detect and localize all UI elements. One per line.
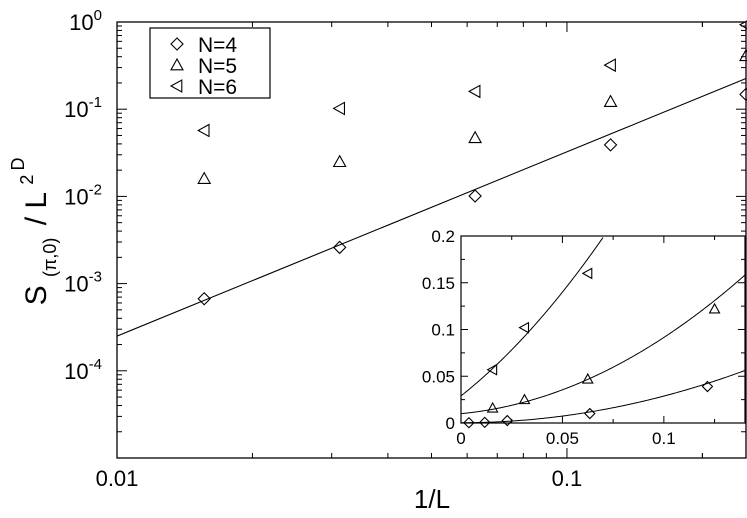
data-point-n5 [468,130,483,144]
main-x-ticks: 0.01 0.1 [96,22,703,491]
y-tick-label-base: 10 [69,10,93,35]
inset-y-tick-label: 0.2 [431,227,455,246]
y-axis-label-tail: / L [20,193,53,226]
inset-fit-curve-n4 [461,370,746,424]
legend-marker [169,79,183,93]
x-tick-label: 0.1 [552,466,583,491]
legend-label: N=5 [198,55,237,78]
data-point-n6 [332,101,346,116]
data-point-n4 [197,291,211,306]
inset-data-point-n4 [478,416,491,429]
y-tick-label: 10-2 [64,181,102,209]
y-tick-label-exp: -3 [89,269,102,286]
y-axis-label: S (π,0) / L 2 [17,175,63,306]
y-tick-label-exp: -2 [89,181,102,198]
y-tick-label-base: 10 [64,184,88,209]
inset-data-point-n4 [701,380,714,393]
y-axis-label-main: S [20,285,53,305]
data-point-n5 [603,94,618,108]
y-tick-label-exp: -4 [89,356,102,373]
inset-data-point-n4 [501,414,514,427]
y-tick-label-exp: 0 [94,7,102,24]
inset-data-point-n4 [463,416,475,429]
inset-x-tick-label: 0 [456,429,465,448]
y-tick-label: 10-3 [64,269,102,297]
inset-data-point-n6 [486,363,498,376]
y-tick-label: 10-4 [64,356,102,384]
data-point-n4 [739,87,747,102]
data-point-n4 [603,138,618,152]
inset-data-point-n5 [581,372,594,384]
legend: N=4N=5N=6 [149,27,271,99]
inset-data-point-n5 [708,302,721,314]
inset-markers [463,267,721,429]
data-point-n4 [468,189,482,203]
data-point-n6 [603,58,616,73]
y-tick-label: 100 [69,7,102,35]
inset-y-tick-label: 0.15 [422,274,455,293]
legend-label: N=4 [198,34,237,57]
data-point-n5 [739,48,747,62]
data-point-n4 [332,240,347,255]
y-axis-label-tail-sup: 2 [17,175,37,185]
y-tick-label-exp: -1 [89,94,102,111]
inset-y-tick-label: 0.05 [422,367,455,386]
inset-fit-curve-n5 [460,274,746,415]
inset-data-point-n5 [518,393,531,405]
data-point-n5 [332,154,347,168]
data-point-n6 [738,20,747,30]
y-tick-label: 10-1 [64,94,102,122]
y-tick-label-base: 10 [64,97,88,122]
legend-marker [170,37,184,51]
legend-items: N=4N=5N=6 [169,34,237,99]
y-tick-label-base: 10 [64,359,88,384]
inset-data-point-n6 [581,267,593,280]
legend-label: N=6 [198,76,237,99]
inset-data-point-n4 [584,407,596,420]
inset-curves [460,237,746,424]
x-tick-label: 0.01 [96,466,139,491]
inset-plot-frame [460,235,746,424]
inset-fit-curve-n6 [460,237,604,397]
inset-y-tick-label: 0 [446,414,455,433]
inset-y-tick-label: 0.1 [431,321,455,340]
data-point-n6 [197,123,210,138]
inset-data-point-n5 [486,401,499,413]
y-axis-label-sub: (π,0) [40,238,60,277]
main-fit-line [116,77,747,337]
inset-data-point-n6 [518,321,530,334]
data-point-n6 [467,84,481,99]
main-markers [197,20,747,306]
inset-x-tick-label: 0.1 [652,429,676,448]
inset-ticks: 0 0.05 0.1 0 0.05 0.1 0.15 0.2 [422,227,745,448]
legend-marker [170,57,184,71]
legend-box [149,27,271,99]
data-point-n5 [197,171,212,184]
x-axis-label: 1/L [414,484,450,514]
y-axis-label-sup: D [8,158,28,171]
inset-x-tick-label: 0.05 [546,429,579,448]
y-tick-label-base: 10 [64,272,88,297]
